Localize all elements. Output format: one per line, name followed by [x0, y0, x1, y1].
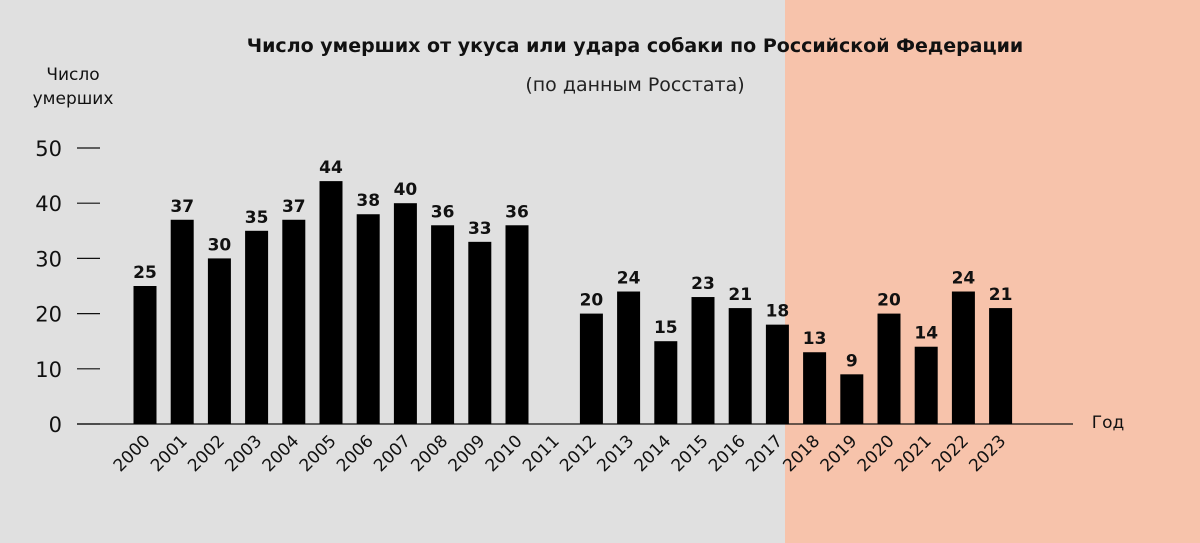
y-tick-label: 10 — [35, 358, 62, 382]
value-label-2006: 38 — [356, 191, 380, 211]
value-label-2020: 20 — [877, 291, 901, 311]
value-label-2012: 20 — [580, 291, 604, 311]
bar-2006 — [356, 214, 380, 424]
value-label-2013: 24 — [617, 269, 641, 289]
bar-2018 — [803, 352, 827, 424]
value-label-2016: 21 — [728, 285, 752, 305]
chart-title: Число умерших от укуса или удара собаки … — [247, 35, 1023, 57]
y-tick-label: 40 — [35, 192, 62, 216]
chart-subtitle: (по данным Росстата) — [525, 74, 744, 96]
bar-2001 — [170, 219, 194, 424]
y-axis-label-line1: Число — [46, 65, 99, 85]
value-label-2017: 18 — [766, 302, 790, 322]
value-labels: 25 37 30 35 37 44 38 40 36 33 36 20 24 15 23 21 18 13 9 20 1… — [133, 158, 1012, 371]
value-label-2014: 15 — [654, 318, 678, 338]
value-label-2015: 23 — [691, 274, 715, 294]
y-axis-label-line2: умерших — [33, 89, 114, 109]
bar-2003 — [245, 230, 269, 424]
bar-2023 — [989, 308, 1013, 424]
value-label-2004: 37 — [282, 197, 306, 217]
bar-2012 — [579, 313, 603, 424]
y-tick-label: 30 — [35, 247, 62, 271]
bar-2017 — [765, 324, 789, 424]
bar-2000 — [133, 286, 157, 424]
bar-2008 — [431, 225, 455, 424]
y-tick-label: 0 — [49, 413, 62, 437]
value-label-2022: 24 — [952, 269, 976, 289]
y-tick-label: 20 — [35, 303, 62, 327]
bar-2002 — [207, 258, 231, 424]
value-label-2010: 36 — [505, 202, 529, 222]
value-label-2003: 35 — [245, 208, 269, 228]
bar-2007 — [393, 203, 417, 424]
value-label-2008: 36 — [431, 202, 455, 222]
bar-2016 — [728, 308, 752, 424]
value-label-2005: 44 — [319, 158, 343, 178]
value-label-2001: 37 — [170, 197, 194, 217]
value-label-2002: 30 — [208, 235, 232, 255]
value-label-2009: 33 — [468, 219, 492, 239]
bar-2009 — [468, 241, 492, 424]
bar-2019 — [840, 374, 864, 424]
highlight-region — [785, 0, 1200, 543]
bar-2004 — [282, 219, 306, 424]
bar-2014 — [654, 341, 678, 424]
value-label-2000: 25 — [133, 263, 157, 283]
value-label-2018: 13 — [803, 329, 827, 349]
bar-2013 — [617, 291, 641, 424]
bars — [133, 181, 1013, 424]
value-label-2021: 14 — [914, 324, 938, 344]
y-tick-label: 50 — [35, 137, 62, 161]
value-label-2023: 21 — [989, 285, 1013, 305]
bar-2005 — [319, 181, 343, 424]
y-axis-ticks: 0 10 20 30 40 50 — [35, 137, 100, 437]
value-label-2007: 40 — [394, 180, 418, 200]
bar-2022 — [951, 291, 975, 424]
bar-2010 — [505, 225, 529, 424]
bar-2020 — [877, 313, 901, 424]
value-label-2019: 9 — [846, 351, 858, 371]
bar-2021 — [914, 346, 938, 424]
bar-2015 — [691, 297, 715, 424]
x-axis-label: Год — [1092, 413, 1125, 433]
